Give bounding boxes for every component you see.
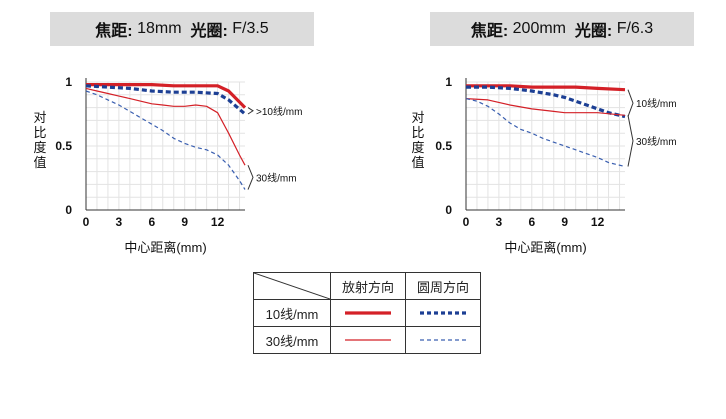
legend-sample-tangential-30 (405, 326, 481, 354)
y-axis-label: 对比度值 (411, 110, 424, 170)
series-line-s30 (85, 87, 246, 166)
y-tick-label: 0.5 (435, 139, 452, 153)
x-tick-label: 12 (211, 215, 225, 229)
focal-label: 焦距: (95, 23, 133, 40)
chart-title-18mm: 焦距: 18mm 光圈: F/3.5 (50, 12, 314, 46)
x-tick-label: 0 (463, 215, 470, 229)
legend-sample-radial-10 (330, 299, 406, 327)
bracket-mark (247, 107, 254, 115)
annotation-label: 30线/mm (256, 171, 297, 184)
x-axis-label: 中心距离(mm) (124, 240, 206, 255)
focal-label: 焦距: (470, 23, 509, 40)
series-line-s10 (86, 83, 247, 109)
series-line-s30 (465, 98, 626, 116)
aperture-label: 光圈: (190, 23, 228, 40)
series-line-s10 (466, 84, 626, 92)
y-tick-label: 1 (445, 75, 452, 89)
y-tick-label: 0 (65, 203, 72, 217)
legend-sample-tangential-10 (405, 299, 481, 327)
x-tick-label: 12 (591, 215, 605, 229)
aperture-value: F/3.5 (232, 20, 269, 37)
series-line-m10 (85, 84, 247, 116)
x-tick-label: 6 (528, 215, 535, 229)
legend-corner-cell (253, 272, 331, 300)
aperture-label: 光圈: (574, 23, 613, 40)
diagonal-divider (254, 273, 330, 299)
bracket-mark (627, 89, 634, 117)
annotation-label: 10线/mm (636, 97, 677, 110)
legend-table: 放射方向 圆周方向 10线/mm 30线/mm (253, 272, 481, 354)
x-tick-label: 3 (116, 215, 123, 229)
y-tick-label: 1 (65, 75, 72, 89)
grid (465, 81, 625, 211)
bracket-mark (627, 115, 634, 167)
legend-header-radial: 放射方向 (330, 272, 406, 300)
annotation-label: >10线/mm (256, 105, 302, 118)
series-line-m30 (85, 90, 246, 190)
legend-sample-radial-30 (330, 326, 406, 354)
focal-value: 18mm (137, 20, 182, 37)
aperture-value: F/6.3 (616, 20, 654, 37)
legend-row-label-10: 10线/mm (253, 299, 331, 327)
legend-row-label-30: 30线/mm (253, 326, 331, 354)
annotation-label: 30线/mm (636, 135, 677, 148)
x-tick-label: 3 (496, 215, 503, 229)
bracket-mark (247, 165, 254, 190)
series-line-m10 (466, 85, 626, 119)
chart-title-200mm: 焦距: 200mm 光圈: F/6.3 (430, 12, 694, 46)
legend-header-tangential: 圆周方向 (405, 272, 481, 300)
x-tick-label: 0 (83, 215, 90, 229)
grid (85, 81, 245, 211)
focal-value: 200mm (512, 20, 566, 37)
x-tick-label: 6 (148, 215, 155, 229)
y-tick-label: 0.5 (55, 139, 72, 153)
x-tick-label: 9 (561, 215, 568, 229)
series-line-m30 (465, 98, 626, 168)
y-axis-label: 对比度值 (33, 110, 46, 170)
x-axis-label: 中心距离(mm) (504, 240, 586, 255)
y-tick-label: 0 (445, 203, 452, 217)
x-tick-label: 9 (181, 215, 188, 229)
